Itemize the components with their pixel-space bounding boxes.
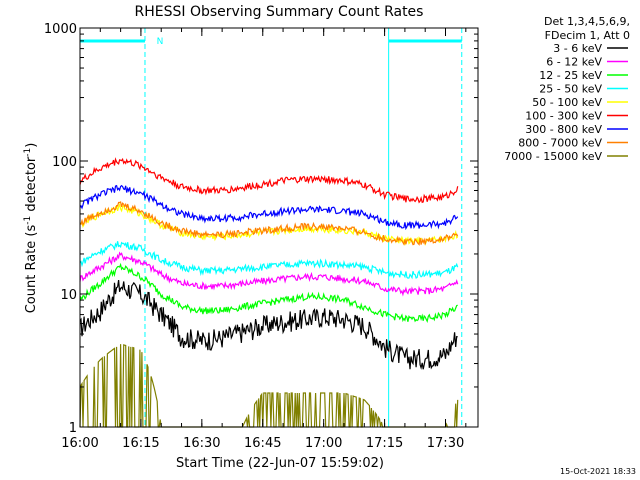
series-line-6 (79, 157, 459, 204)
series-line-3 (79, 262, 458, 323)
y-axis-label: Count Rate (s-1 detector-1) (23, 143, 39, 314)
y-axis-label-part: detector (24, 156, 39, 216)
y-tick-label: 1 (69, 421, 77, 436)
chart-title: RHESSI Observing Summary Count Rates (135, 4, 424, 20)
legend-entry-label: 6 - 12 keV (546, 56, 602, 69)
x-tick-label: 16:45 (244, 436, 281, 451)
legend-entry-label: 100 - 300 keV (525, 110, 602, 123)
y-axis-label-exponent: -1 (23, 148, 33, 157)
legend-header-line-1: Det 1,3,4,5,6,9, (544, 15, 630, 28)
series-line-2 (79, 251, 459, 297)
series-line-9 (79, 344, 459, 428)
legend-entry-label: 12 - 25 keV (539, 69, 602, 82)
series-layer (79, 157, 459, 428)
y-tick-label: 10 (60, 288, 77, 303)
axes: 16:00 16:15 16:30 16:45 17:00 17:15 17:30 1 10 10… (44, 22, 479, 451)
legend-entry-label: 800 - 7000 keV (518, 137, 602, 150)
y-axis-label-part: ) (24, 143, 39, 148)
series-line-7 (79, 184, 459, 231)
y-axis-label-exponent: -1 (23, 216, 33, 225)
y-tick-label: 1000 (44, 22, 77, 37)
plot-frame (79, 27, 479, 428)
x-axis-label: Start Time (22-Jun-07 15:59:02) (176, 456, 384, 471)
y-tick-label: 100 (52, 155, 77, 170)
y-axis-label-part: Count Rate (s (24, 225, 39, 314)
series-line-1 (79, 280, 458, 370)
night-marker-n: N (157, 37, 164, 47)
x-tick-label: 17:00 (305, 436, 342, 451)
legend-entry-label: 7000 - 15000 keV (504, 150, 602, 163)
legend-entry-label: 25 - 50 keV (539, 83, 602, 96)
legend-entry-label: 300 - 800 keV (525, 123, 602, 136)
series-line-4 (79, 241, 459, 280)
x-tick-label: 16:30 (183, 436, 220, 451)
legend-header-line-2: FDecim 1, Att 0 (545, 29, 630, 42)
footer-timestamp: 15-Oct-2021 18:33 (560, 467, 636, 476)
legend-entry-label: 50 - 100 keV (532, 96, 602, 109)
series-line-8 (79, 201, 459, 246)
x-tick-label: 16:00 (61, 436, 98, 451)
legend-entry-label: 3 - 6 keV (553, 42, 602, 55)
x-tick-label: 17:15 (366, 436, 403, 451)
x-tick-label: 17:30 (427, 436, 464, 451)
x-tick-label: 16:15 (122, 436, 159, 451)
